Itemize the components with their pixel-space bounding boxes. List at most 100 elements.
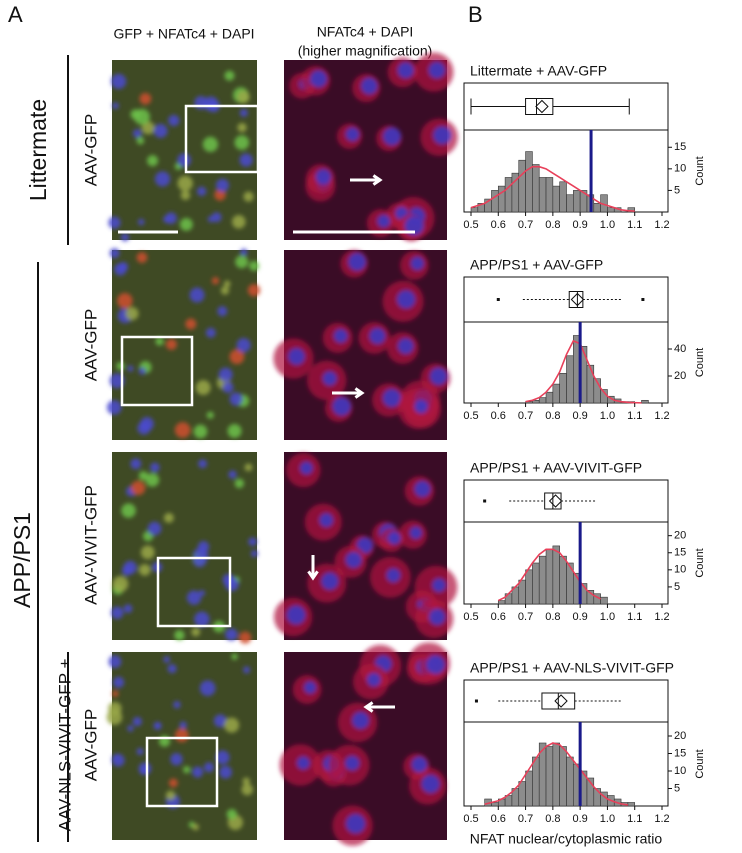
cell	[138, 564, 151, 576]
hist-bar	[518, 159, 526, 213]
cell	[174, 728, 189, 743]
box	[525, 98, 554, 115]
cell	[205, 327, 216, 338]
hist-bar	[559, 181, 567, 213]
hist-bar	[545, 391, 554, 404]
cell	[153, 721, 162, 730]
hist-bar	[552, 545, 560, 605]
hist-bar	[586, 364, 595, 404]
y-axis-label: Count	[694, 348, 706, 377]
cell	[125, 307, 139, 321]
nucleus	[409, 526, 423, 540]
cell	[211, 212, 222, 223]
cell	[177, 175, 193, 191]
cell	[137, 218, 145, 226]
x-tick-label: 1.0	[600, 611, 615, 623]
hist-bar	[518, 579, 526, 605]
x-tick-label: 1.2	[654, 813, 669, 825]
cell	[237, 122, 247, 133]
cell	[239, 153, 253, 167]
cell	[165, 212, 177, 224]
nucleus	[428, 61, 446, 79]
nucleus	[421, 774, 440, 794]
outlier	[483, 499, 487, 503]
inset-box	[145, 736, 219, 808]
cell	[194, 611, 210, 627]
cell	[139, 92, 152, 105]
cell	[165, 790, 176, 801]
cell	[225, 628, 238, 641]
nucleus	[299, 461, 313, 475]
nucleus	[396, 290, 416, 309]
nucleus	[432, 578, 446, 593]
nucleus	[369, 327, 386, 345]
x-tick-label: 1.2	[654, 219, 669, 231]
nucleus	[345, 551, 362, 569]
cell	[170, 753, 183, 766]
x-tick-label: 0.5	[463, 219, 478, 231]
x-tick-label: 0.8	[545, 611, 560, 623]
nucleus	[287, 347, 306, 366]
cell	[227, 424, 242, 439]
panel-label: B	[468, 2, 483, 27]
cell	[243, 666, 251, 674]
cell	[168, 114, 180, 127]
panel-label: A	[8, 2, 23, 27]
cells	[106, 653, 254, 831]
x-tick-label: 0.7	[518, 813, 533, 825]
cell	[185, 318, 197, 330]
x-tick-label: 0.7	[518, 410, 533, 422]
cell	[219, 765, 232, 779]
hist-bar	[532, 562, 540, 605]
x-tick-label: 1.0	[600, 410, 615, 422]
cell	[192, 553, 207, 568]
cell	[211, 277, 220, 285]
nucleus	[286, 605, 306, 625]
hist-bar	[470, 207, 479, 213]
x-tick-label: 0.5	[463, 611, 478, 623]
cell	[147, 521, 162, 536]
cell	[130, 458, 142, 470]
mean-diamond	[548, 494, 563, 508]
cell	[222, 381, 234, 393]
cell	[111, 753, 125, 767]
charts: Littermate + AAV-GFP 0.5 0.6 0.7 0.8 0.9 1.0 1.…	[463, 63, 706, 847]
y-tick-label: 20	[674, 730, 686, 742]
nucleus	[348, 252, 367, 271]
cell	[145, 473, 160, 487]
nucleus	[351, 711, 370, 730]
nucleus	[344, 755, 360, 771]
cell	[241, 783, 254, 796]
cell	[224, 70, 235, 81]
nucleus	[332, 396, 352, 416]
cell	[192, 766, 204, 778]
inset-box	[156, 556, 232, 628]
column-header: NFATc4 + DAPI	[317, 24, 414, 40]
row-label: AAV-GFP	[81, 309, 100, 381]
cell	[147, 155, 159, 167]
x-tick-label: 0.9	[572, 813, 587, 825]
nucleus	[333, 328, 348, 343]
cell	[108, 216, 121, 229]
x-tick-label: 1.1	[627, 219, 642, 231]
cell	[242, 777, 251, 785]
hist-bar	[566, 756, 574, 807]
cells	[273, 452, 458, 638]
cell	[203, 96, 219, 112]
cell	[132, 716, 142, 727]
cell	[215, 750, 230, 765]
nucleus	[366, 672, 381, 687]
x-tick-label: 0.6	[491, 219, 506, 231]
cell	[138, 471, 149, 481]
cell	[237, 90, 250, 104]
x-tick-label: 0.9	[572, 219, 587, 231]
cell	[118, 261, 129, 272]
micrograph-overview	[112, 250, 257, 440]
hist-bar	[545, 746, 554, 807]
x-tick-label: 1.2	[654, 410, 669, 422]
cell	[111, 73, 127, 90]
cell	[191, 627, 201, 637]
cell	[112, 690, 119, 697]
box-panel	[463, 276, 669, 323]
cell	[223, 280, 231, 288]
